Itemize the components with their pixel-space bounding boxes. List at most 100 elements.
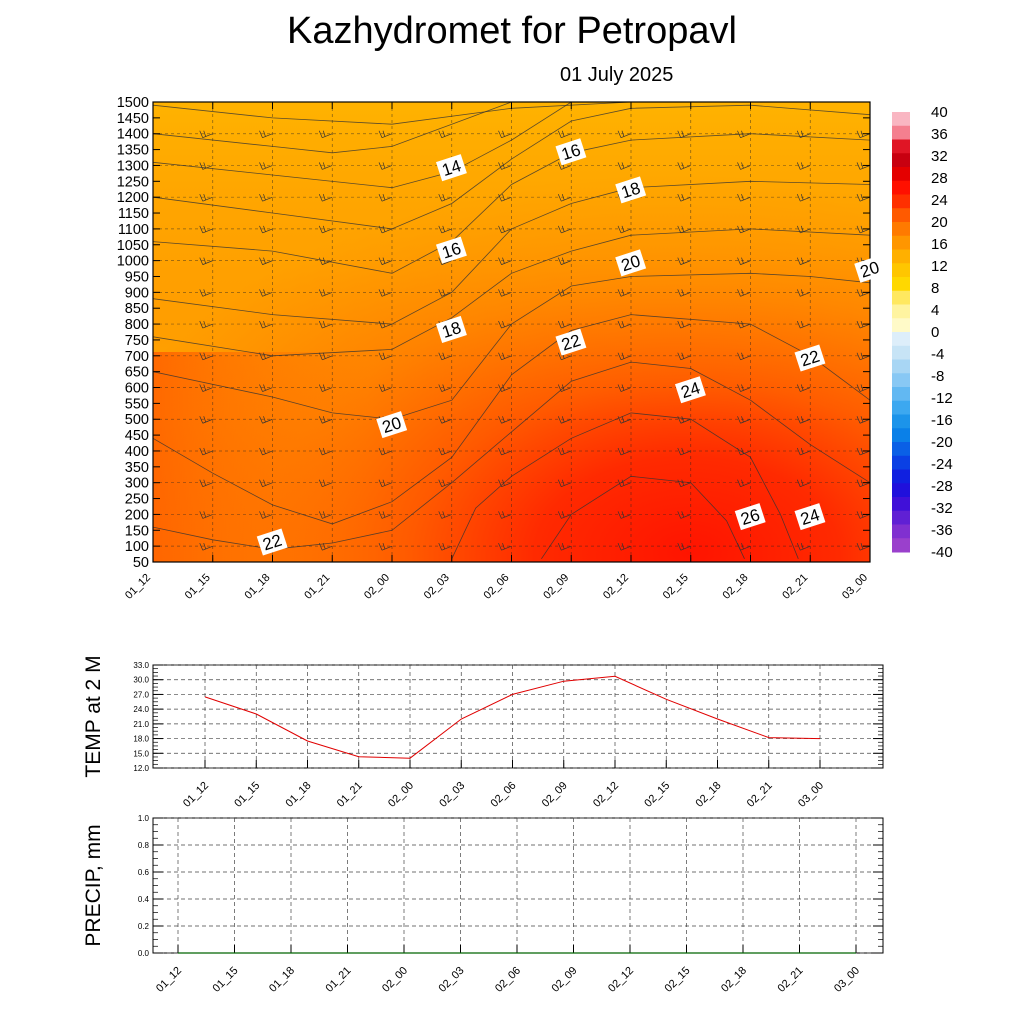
wind-barb: [378, 384, 393, 392]
wind-barb: [199, 479, 213, 488]
wind-barb: [557, 225, 572, 234]
panel-ytick-label: 0.4: [138, 895, 150, 904]
wind-barb: [677, 352, 691, 361]
contour-line: [153, 102, 632, 125]
wind-barb: [199, 352, 213, 361]
heatmap-ytick-label: 500: [125, 412, 149, 428]
colorbar-swatch: [892, 524, 910, 539]
wind-barb: [498, 257, 512, 265]
wind-barb: [498, 416, 512, 424]
heatmap-ytick-label: 200: [125, 507, 149, 523]
colorbar-tick-label: -12: [931, 390, 953, 407]
colorbar-swatch: [892, 318, 910, 333]
heatmap-xtick-label: 03_00: [840, 572, 870, 602]
wind-barb: [737, 352, 751, 361]
heatmap-ytick-label: 550: [125, 396, 149, 412]
wind-barb: [378, 257, 393, 265]
colorbar-tick-label: 16: [931, 236, 948, 253]
wind-barb: [318, 543, 333, 551]
wind-barb: [796, 162, 811, 170]
heatmap-ytick-label: 350: [125, 460, 149, 476]
wind-barb: [378, 194, 393, 202]
wind-barb: [498, 225, 512, 234]
wind-barb: [856, 289, 870, 297]
wind-barb: [677, 289, 691, 297]
wind-barb: [677, 130, 691, 139]
wind-barb: [557, 130, 572, 139]
panel-ytick-label: 21.0: [133, 720, 149, 729]
panel-xtick-label: 02_12: [591, 780, 621, 810]
wind-barb: [796, 257, 811, 265]
colorbar-swatch: [892, 180, 910, 195]
panel-xtick-label: 02_12: [606, 965, 636, 995]
colorbar-tick-label: 0: [931, 324, 939, 341]
wind-barb: [856, 479, 870, 488]
wind-barb: [856, 352, 870, 361]
wind-barb: [438, 225, 452, 234]
wind-barb: [856, 194, 870, 202]
wind-barb: [259, 194, 273, 202]
wind-barb: [617, 447, 632, 456]
contour-label: 18: [615, 176, 647, 204]
heatmap-xtick-label: 01_21: [302, 572, 332, 602]
wind-barb: [617, 225, 632, 234]
colorbar-tick-label: 32: [931, 148, 948, 165]
heatmap-xtick-label: 01_18: [243, 572, 273, 602]
wind-barb: [438, 289, 452, 297]
wind-barb: [557, 479, 572, 488]
panel-ytick-label: 33.0: [133, 661, 149, 670]
wind-barb: [557, 447, 572, 456]
colorbar-swatch: [892, 208, 910, 223]
wind-barb: [856, 447, 870, 456]
heatmap-ytick-label: 800: [125, 317, 149, 333]
panel-ytick-label: 27.0: [133, 690, 149, 699]
colorbar-tick-label: 12: [931, 258, 948, 275]
contour-label: 22: [555, 328, 587, 356]
panel-xtick-label: 01_18: [267, 965, 297, 995]
wind-barb: [856, 320, 870, 329]
wind-barb: [259, 162, 273, 170]
wind-barb: [438, 511, 452, 519]
panel-ytick-label: 12.0: [133, 764, 149, 773]
contour-label-text: 14: [440, 156, 464, 180]
contour-label: 24: [794, 503, 826, 531]
panel-ytick-label: 0.6: [138, 868, 150, 877]
colorbar-swatch: [892, 277, 910, 292]
wind-barb: [677, 320, 691, 329]
wind-barb: [737, 289, 751, 297]
heatmap-ytick-label: 450: [125, 428, 149, 444]
wind-barb: [796, 130, 811, 139]
wind-barb: [796, 479, 811, 488]
contour-label-text: 16: [559, 140, 583, 164]
contour-line: [541, 475, 745, 560]
wind-barb: [737, 447, 751, 456]
wind-barb: [259, 320, 273, 329]
wind-barb: [318, 479, 333, 488]
contour-label-text: 20: [858, 258, 882, 282]
heatmap-xtick-label: 02_00: [362, 572, 392, 602]
wind-barb: [557, 320, 572, 329]
wind-barb: [318, 257, 333, 265]
panel-xtick-label: 03_00: [832, 965, 862, 995]
wind-barb: [737, 225, 751, 234]
heatmap-xtick-label: 02_18: [721, 572, 751, 602]
colorbar-tick-label: -4: [931, 346, 944, 363]
wind-barb: [378, 352, 393, 361]
colorbar-swatch: [892, 359, 910, 374]
colorbar-swatch: [892, 194, 910, 209]
colorbar-tick-label: 4: [931, 302, 939, 319]
wind-barb: [796, 320, 811, 329]
wind-barb: [259, 479, 273, 488]
contour-label: 18: [435, 315, 467, 343]
panel-ytick-label: 15.0: [133, 749, 149, 758]
wind-barb: [796, 416, 811, 424]
panel-xtick-label: 02_03: [437, 780, 467, 810]
contour-line: [153, 104, 870, 230]
colorbar-tick-label: 40: [931, 104, 948, 121]
contour-label: 26: [734, 503, 766, 531]
wind-barb: [677, 257, 691, 265]
wind-barb: [617, 130, 632, 139]
wind-barb: [199, 447, 213, 456]
wind-barb: [318, 289, 333, 297]
wind-barb: [856, 130, 870, 139]
